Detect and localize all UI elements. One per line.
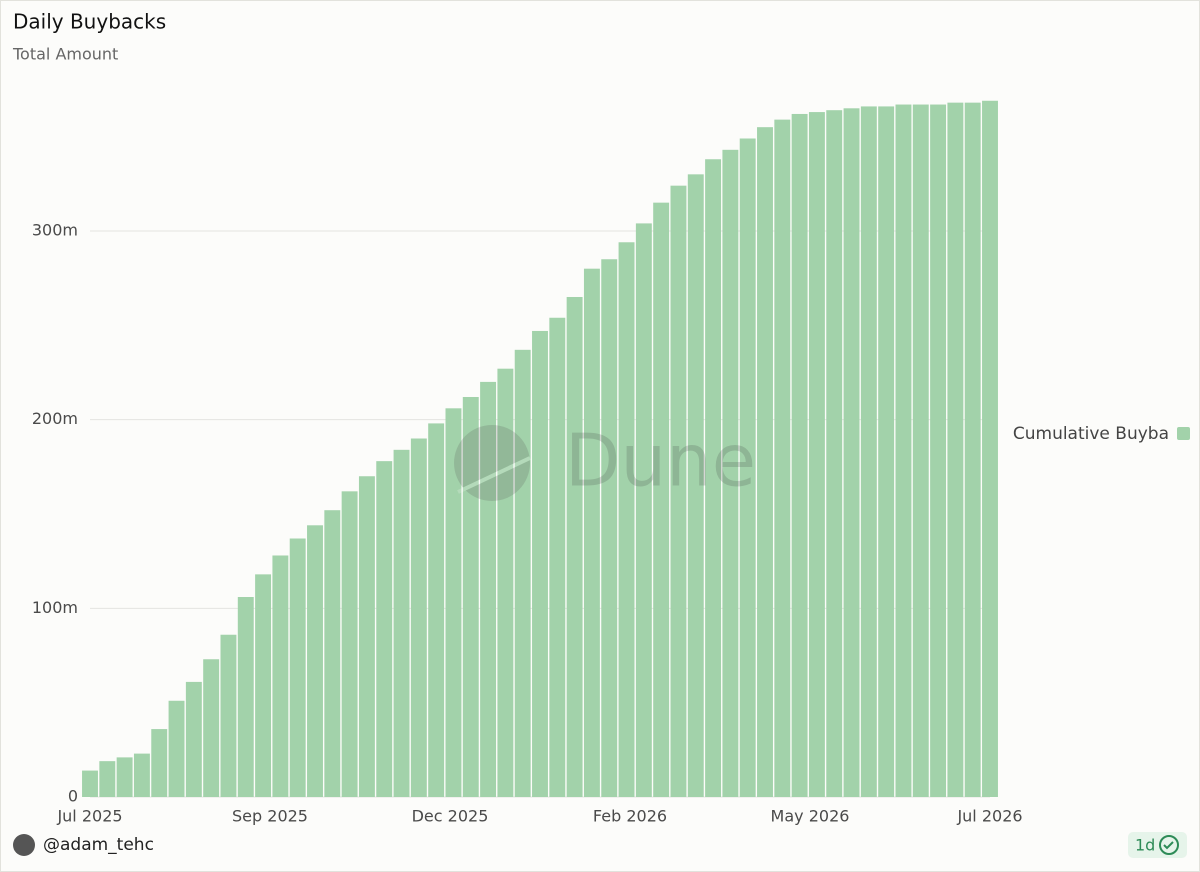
bar: [185, 681, 202, 797]
legend-swatch: [1177, 427, 1190, 440]
x-tick-label: Feb 2026: [593, 807, 667, 826]
bar: [878, 106, 895, 798]
legend-label: Cumulative Buyba: [1013, 424, 1169, 444]
bar: [601, 259, 618, 797]
chart-title: Daily Buybacks: [13, 10, 166, 34]
bar: [203, 659, 220, 797]
bar: [133, 753, 150, 797]
bar: [410, 438, 427, 797]
bar: [393, 449, 410, 797]
avatar[interactable]: [13, 834, 35, 856]
bar: [722, 149, 739, 797]
y-tick-label: 0: [68, 787, 78, 806]
y-tick-label: 200m: [32, 409, 78, 428]
bar: [912, 104, 929, 798]
verified-check: [1163, 841, 1174, 850]
bar: [774, 119, 791, 798]
bar: [82, 770, 98, 797]
bar: [237, 596, 254, 797]
bar: [532, 330, 548, 797]
x-tick-label: May 2026: [771, 807, 850, 826]
author[interactable]: @adam_tehc: [43, 835, 154, 855]
bar: [428, 423, 445, 797]
bar: [255, 574, 272, 797]
bar: [930, 104, 947, 798]
watermark-logo: [454, 425, 530, 501]
bar: [635, 223, 652, 797]
bar: [445, 408, 462, 797]
bar: [151, 729, 168, 797]
refresh-label: 1d: [1135, 836, 1155, 855]
verified-icon: [1159, 835, 1179, 855]
refresh-badge[interactable]: [1128, 832, 1187, 858]
bar: [168, 700, 185, 797]
bar: [739, 138, 756, 797]
bar: [462, 396, 479, 797]
bar: [116, 757, 133, 797]
x-tick-label: Jul 2025: [56, 807, 122, 826]
bar: [583, 268, 600, 797]
bar: [289, 538, 306, 797]
bar: [480, 381, 497, 797]
y-tick-label: 100m: [32, 598, 78, 617]
bar: [826, 110, 843, 798]
chart-subtitle: Total Amount: [12, 45, 118, 64]
bar: [843, 108, 860, 798]
bar: [566, 296, 583, 797]
bar: [653, 202, 670, 798]
bar: [307, 525, 323, 797]
bar: [791, 113, 808, 798]
bar: [514, 349, 531, 797]
bar: [895, 104, 912, 798]
bar: [860, 106, 877, 798]
bars: [82, 100, 998, 798]
bar: [220, 634, 237, 797]
bar: [687, 174, 704, 797]
bar: [808, 112, 825, 798]
bar: [341, 491, 358, 797]
bar: [99, 761, 116, 797]
bar: [358, 476, 375, 797]
bar: [705, 159, 722, 797]
x-tick-label: Sep 2025: [232, 807, 308, 826]
x-tick-label: Jul 2026: [956, 807, 1022, 826]
watermark-group: Dune: [454, 419, 756, 503]
bar: [497, 368, 514, 797]
bar: [670, 185, 687, 798]
watermark: Dune: [565, 419, 756, 503]
watermark-logo-line: [457, 456, 531, 494]
bar: [324, 510, 341, 797]
bar: [376, 461, 393, 797]
bar: [947, 102, 964, 798]
bar: [549, 317, 566, 797]
bar: [618, 242, 635, 797]
bar: [272, 555, 289, 797]
axes: 0 100m 200m 300m Jul 2025 Sep 2025 Dec 2025 Feb…: [32, 220, 1023, 825]
y-tick-label: 300m: [32, 220, 78, 239]
bar: [964, 102, 981, 798]
x-tick-label: Dec 2025: [412, 807, 489, 826]
bar: [982, 100, 998, 798]
bar: [757, 127, 773, 798]
